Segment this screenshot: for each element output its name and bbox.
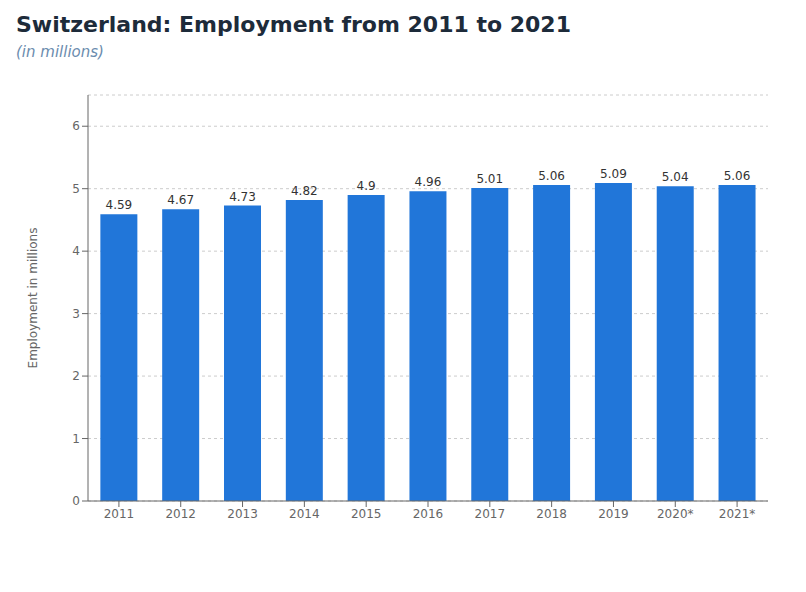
svg-text:2021*: 2021* [719, 507, 756, 521]
svg-text:2013: 2013 [227, 507, 258, 521]
svg-text:1: 1 [72, 432, 80, 446]
svg-text:2016: 2016 [413, 507, 444, 521]
svg-text:4.9: 4.9 [357, 179, 376, 193]
svg-text:4: 4 [72, 244, 80, 258]
svg-text:4.73: 4.73 [229, 190, 256, 204]
svg-text:5.06: 5.06 [538, 169, 565, 183]
svg-text:2014: 2014 [289, 507, 320, 521]
svg-text:2: 2 [72, 369, 80, 383]
svg-text:4.67: 4.67 [167, 193, 194, 207]
html-text:(in millions): (in millions) [16, 43, 104, 61]
svg-text:2018: 2018 [536, 507, 567, 521]
svg-text:3: 3 [72, 307, 80, 321]
svg-text:2012: 2012 [165, 507, 196, 521]
svg-text:2020*: 2020* [657, 507, 694, 521]
svg-text:2017: 2017 [475, 507, 506, 521]
svg-text:4.59: 4.59 [106, 198, 133, 212]
html-text:Switzerland: Employment from 2: Switzerland: Employment from 2011 to 202… [16, 12, 571, 37]
svg-text:Employment in millions: Employment in millions [26, 228, 40, 369]
svg-text:5.09: 5.09 [600, 167, 627, 181]
svg-text:2019: 2019 [598, 507, 629, 521]
svg-text:5: 5 [72, 182, 80, 196]
svg-text:5.04: 5.04 [662, 170, 689, 184]
svg-text:5.01: 5.01 [476, 172, 503, 186]
svg-text:6: 6 [72, 119, 80, 133]
svg-text:2011: 2011 [104, 507, 135, 521]
svg-text:5.06: 5.06 [724, 169, 751, 183]
svg-text:4.82: 4.82 [291, 184, 318, 198]
svg-text:2015: 2015 [351, 507, 382, 521]
svg-text:4.96: 4.96 [415, 175, 442, 189]
svg-text:0: 0 [72, 494, 80, 508]
